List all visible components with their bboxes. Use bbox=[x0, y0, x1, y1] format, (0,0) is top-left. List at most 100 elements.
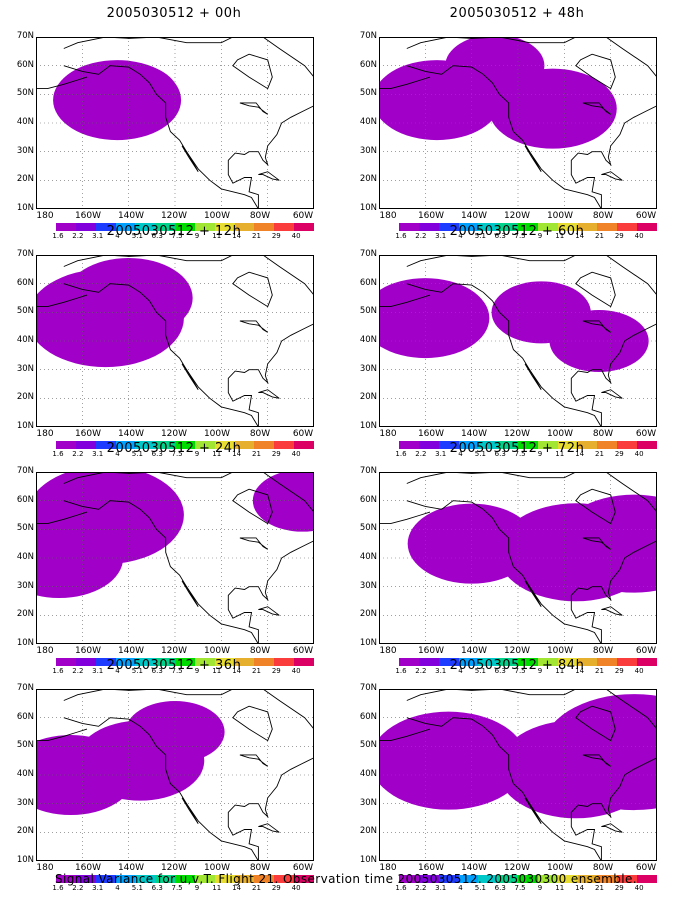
colorbar-swatch bbox=[115, 875, 136, 883]
colorbar-swatch bbox=[637, 441, 657, 449]
colorbar-label: 21 bbox=[594, 450, 604, 458]
colorbar-label: 11 bbox=[555, 667, 565, 675]
colorbar-label: 11 bbox=[212, 884, 222, 892]
y-tick-label: 40N bbox=[16, 335, 34, 345]
colorbar-swatch bbox=[518, 441, 538, 449]
colorbar-label: 2.2 bbox=[72, 450, 84, 458]
colorbar-label: 1.6 bbox=[52, 232, 64, 240]
colorbar-swatch bbox=[194, 658, 215, 666]
colorbar-swatch bbox=[175, 223, 195, 231]
colorbar-label: 21 bbox=[251, 450, 261, 458]
y-tick-label: 50N bbox=[16, 523, 34, 534]
y-tick-label: 50N bbox=[16, 306, 34, 317]
y-tick-label: 20N bbox=[16, 174, 34, 185]
colorbar-swatch bbox=[214, 875, 235, 883]
colorbar-swatch bbox=[637, 658, 657, 666]
colorbar-swatch bbox=[135, 658, 156, 666]
chart-panel: 2005030512 + 24h 70N 60N 50N 40N 30N 20N 10N 180… bbox=[14, 441, 334, 675]
x-tick-label: 140W bbox=[117, 863, 145, 873]
colorbar-swatch bbox=[56, 658, 76, 666]
coastline bbox=[181, 145, 199, 172]
colorbar-label: 4 bbox=[458, 884, 463, 892]
y-tick-label: 60N bbox=[16, 277, 34, 288]
x-tick-label: 60W bbox=[292, 429, 314, 439]
colorbar-swatch bbox=[399, 223, 419, 231]
coastline bbox=[63, 717, 259, 861]
y-tick-label: 70N bbox=[359, 683, 377, 693]
colorbar-label: 29 bbox=[614, 667, 624, 675]
colorbar-swatch bbox=[418, 875, 439, 883]
y-tick-label: 30N bbox=[359, 363, 377, 374]
coastline bbox=[239, 320, 268, 333]
coastline bbox=[575, 53, 616, 90]
colorbar-label: 1.6 bbox=[52, 884, 64, 892]
colorbar-swatch bbox=[274, 875, 295, 883]
colorbar-label: 6.3 bbox=[494, 884, 506, 892]
colorbar-label: 29 bbox=[271, 450, 281, 458]
colorbar-label: 40 bbox=[291, 232, 301, 240]
y-tick-label: 60N bbox=[359, 711, 377, 722]
colorbar-swatch bbox=[399, 875, 419, 883]
x-tick-label: 80W bbox=[249, 211, 271, 221]
colorbar-label: 9 bbox=[537, 884, 543, 892]
coastline bbox=[36, 511, 88, 525]
x-tick-label: 100W bbox=[546, 211, 574, 221]
colorbar-swatch bbox=[194, 875, 215, 883]
colorbar-label: 40 bbox=[634, 232, 644, 240]
chart-panel: 2005030512 + 36h 70N 60N 50N 40N 30N 20N 10N 180… bbox=[14, 658, 334, 892]
x-tick-label: 180 bbox=[36, 211, 54, 221]
colorbar-swatch bbox=[478, 441, 499, 449]
colorbar-label: 40 bbox=[634, 884, 644, 892]
x-tick-label: 60W bbox=[635, 429, 657, 439]
colorbar-swatch bbox=[557, 223, 578, 231]
x-tick-label: 60W bbox=[635, 863, 657, 873]
x-tick-label: 160W bbox=[74, 646, 102, 656]
colorbar-label: 2.2 bbox=[415, 450, 427, 458]
x-tick-label: 180 bbox=[36, 863, 54, 873]
colorbar-swatch bbox=[637, 223, 657, 231]
colorbar-label: 3.1 bbox=[435, 450, 447, 458]
y-tick-label: 20N bbox=[359, 174, 377, 185]
colorbar-swatch bbox=[175, 441, 195, 449]
map-plot bbox=[379, 689, 657, 861]
variance-blob bbox=[36, 518, 124, 598]
colorbar-label: 1.6 bbox=[395, 667, 407, 675]
chart-panel: 2005030512 + 00h 70N 60N 50N 40N 30N 20N 10N 180… bbox=[14, 6, 334, 240]
colorbar-label: 6.3 bbox=[494, 232, 506, 240]
colorbar-swatch bbox=[438, 658, 459, 666]
plot-frame bbox=[36, 472, 314, 644]
colorbar-swatch bbox=[438, 441, 459, 449]
colorbar-label: 4 bbox=[115, 232, 120, 240]
x-tick-label: 160W bbox=[417, 646, 445, 656]
colorbar-label: 5.1 bbox=[131, 667, 143, 675]
y-tick-label: 40N bbox=[359, 335, 377, 345]
colorbar-swatch bbox=[418, 223, 439, 231]
x-tick-label: 140W bbox=[460, 863, 488, 873]
colorbar-label: 5.1 bbox=[474, 884, 486, 892]
colorbar-label: 1.6 bbox=[395, 450, 407, 458]
chart-panel: 2005030512 + 48h 70N 60N 50N 40N 30N 20N 10N 180… bbox=[357, 6, 677, 240]
colorbar-label: 4 bbox=[115, 667, 120, 675]
y-tick-label: 10N bbox=[16, 638, 34, 648]
y-tick-label: 70N bbox=[359, 31, 377, 41]
colorbar-label: 14 bbox=[232, 232, 242, 240]
y-tick-label: 50N bbox=[16, 88, 34, 99]
colorbar-swatch bbox=[557, 441, 578, 449]
coastline bbox=[63, 500, 259, 644]
y-tick-label: 40N bbox=[16, 117, 34, 127]
coastline bbox=[575, 488, 616, 525]
colorbar-label: 11 bbox=[555, 450, 565, 458]
colorbar-label: 40 bbox=[634, 667, 644, 675]
y-tick-label: 60N bbox=[359, 494, 377, 505]
colorbar-label: 4 bbox=[115, 450, 120, 458]
colorbar-label: 29 bbox=[271, 232, 281, 240]
chart-title: 2005030512 + 72h bbox=[449, 441, 585, 456]
colorbar-swatch bbox=[458, 658, 479, 666]
y-tick-label: 70N bbox=[16, 249, 34, 259]
colorbar-swatch bbox=[95, 875, 116, 883]
colorbar-label: 6.3 bbox=[151, 884, 163, 892]
colorbar-swatch bbox=[577, 875, 598, 883]
y-tick-label: 10N bbox=[16, 203, 34, 213]
x-tick-label: 80W bbox=[592, 429, 614, 439]
colorbar-swatch bbox=[56, 441, 76, 449]
